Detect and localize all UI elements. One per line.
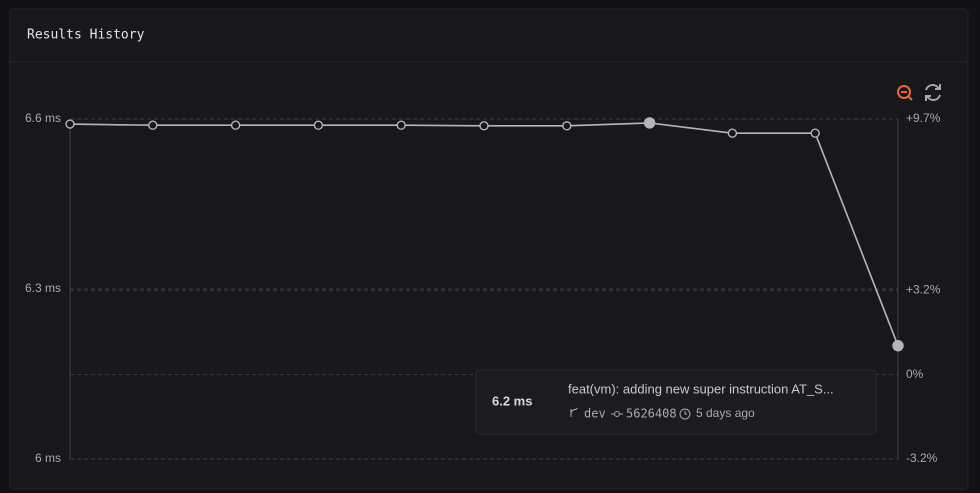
- tooltip-box: [475, 369, 877, 435]
- y2-tick-label: 0%: [906, 367, 924, 381]
- data-point: [479, 121, 489, 131]
- tooltip-time: 5 days ago: [696, 406, 755, 420]
- tooltip-message: feat(vm): adding new super instruction A…: [568, 381, 834, 396]
- chart-title: Results History: [27, 28, 145, 43]
- clock-icon: [679, 408, 691, 420]
- data-point: [643, 117, 656, 129]
- y2-tick-label: +3.2%: [906, 282, 941, 296]
- branch-icon: [570, 408, 578, 417]
- tooltip-branch: dev: [584, 407, 606, 421]
- data-point: [148, 120, 158, 130]
- refresh-button[interactable]: [925, 84, 941, 101]
- y-tick-label: 6 ms: [35, 451, 61, 465]
- data-point: [810, 128, 820, 138]
- data-point: [892, 339, 904, 352]
- data-point: [313, 120, 324, 130]
- data-point: [230, 120, 241, 130]
- zoom-out-button[interactable]: [897, 85, 913, 101]
- data-point: [396, 120, 406, 130]
- data-point: [65, 119, 75, 129]
- y2-tick-label: +9.7%: [906, 111, 941, 125]
- plot: 6 ms 6.3 ms 6.6 ms -3.2% 0% +3.2% +9.7%: [25, 111, 941, 465]
- y-tick-label: 6.3 ms: [25, 281, 61, 295]
- commit-icon: [611, 411, 623, 417]
- tooltip-commit: 5626408: [626, 407, 677, 421]
- tooltip: 6.2 ms feat(vm): adding new super instru…: [475, 369, 877, 435]
- data-point: [562, 121, 572, 131]
- y2-tick-label: -3.2%: [906, 451, 938, 465]
- tooltip-value: 6.2 ms: [492, 393, 532, 408]
- data-point: [727, 128, 738, 138]
- y-tick-label: 6.6 ms: [25, 111, 61, 125]
- panel: [9, 8, 969, 490]
